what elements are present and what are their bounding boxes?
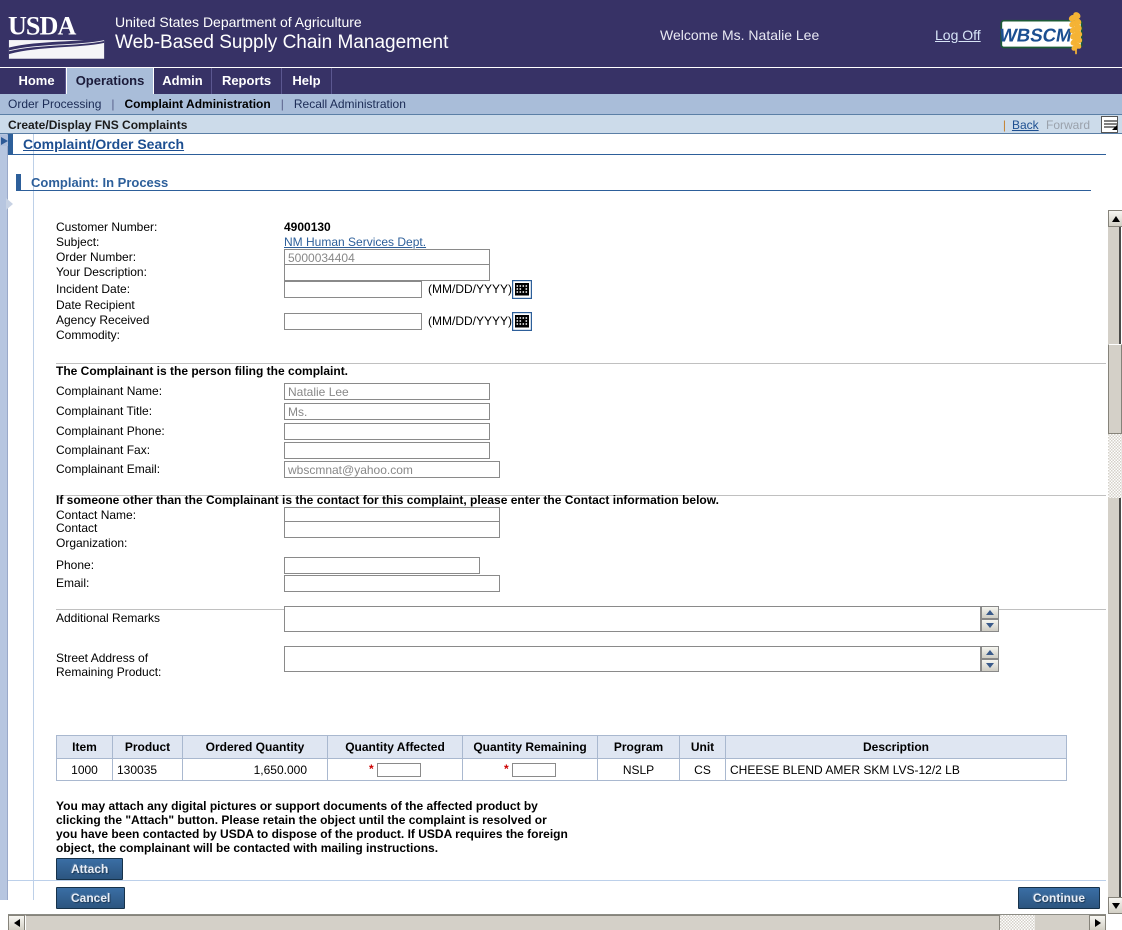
svg-text:USDA: USDA <box>8 11 76 40</box>
svg-text:WBSCM: WBSCM <box>1000 25 1074 46</box>
